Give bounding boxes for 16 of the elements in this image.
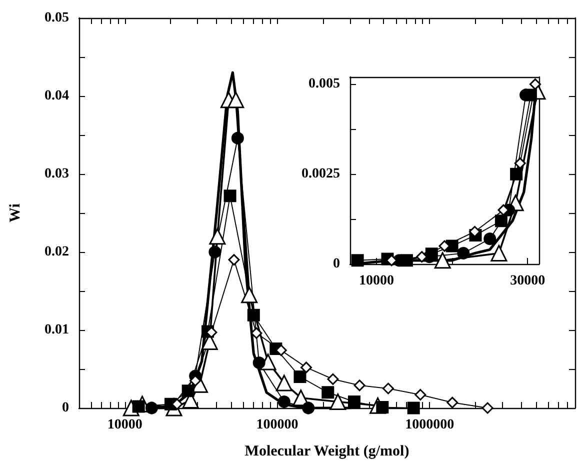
- y-tick-label: 0.03: [44, 166, 69, 182]
- y-tick-label: 0.01: [44, 322, 69, 338]
- x-tick-label: 30000: [510, 274, 546, 288]
- y-tick-label: 0.02: [44, 244, 69, 260]
- x-axis-title: Molecular Weight (g/mol): [244, 444, 410, 460]
- x-tick-label: 10000: [107, 418, 142, 432]
- y-tick-label: 0.005: [308, 76, 340, 92]
- x-tick-label: 10000: [358, 274, 394, 288]
- x-tick-label: 100000: [256, 418, 298, 432]
- y-tick-label: 0.04: [44, 88, 69, 104]
- y-axis-title: Wi: [8, 204, 24, 222]
- y-tick-label: 0: [62, 400, 69, 416]
- y-tick-label: 0.0025: [302, 166, 340, 182]
- x-tick-label: 1000000: [405, 418, 454, 432]
- y-tick-label: 0.05: [44, 10, 69, 26]
- y-tick-label: 0: [333, 256, 340, 272]
